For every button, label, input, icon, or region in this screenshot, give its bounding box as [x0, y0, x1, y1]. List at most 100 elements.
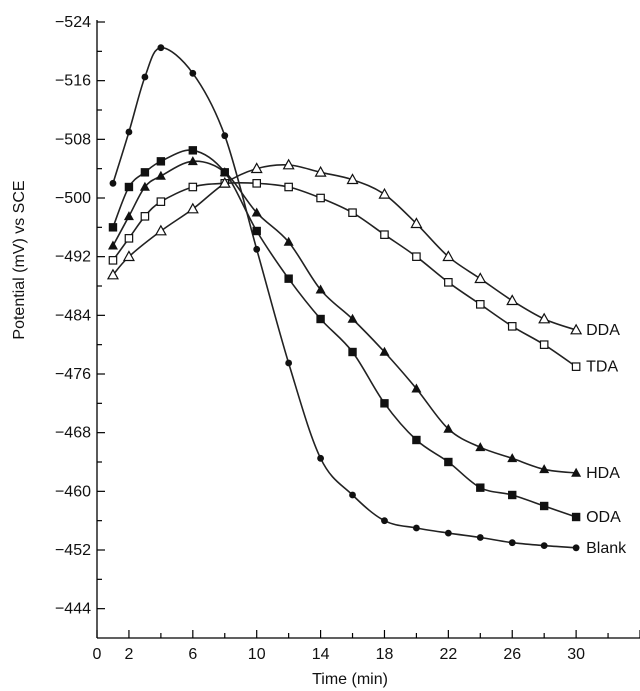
point-tda: [252, 179, 262, 188]
y-tick-label: −524: [55, 14, 91, 31]
point-blank: [109, 179, 117, 187]
point-oda: [140, 168, 150, 177]
point-blank: [285, 359, 293, 367]
point-dda: [154, 224, 167, 236]
y-tick-label: −452: [55, 542, 91, 559]
point-hda: [219, 167, 230, 177]
point-tda: [140, 212, 150, 221]
point-dda: [378, 187, 391, 199]
y-axis-title: Potential (mV) vs SCE: [11, 180, 28, 339]
point-oda: [476, 483, 485, 492]
x-tick-label: 6: [188, 646, 197, 663]
x-tick-label: 22: [439, 646, 457, 663]
point-oda: [571, 512, 581, 522]
point-tda: [380, 230, 389, 239]
point-hda: [139, 181, 150, 191]
curve-dda: [112, 164, 577, 331]
point-dda: [218, 176, 231, 188]
point-hda: [315, 284, 326, 294]
point-hda: [475, 442, 486, 452]
point-dda: [538, 312, 551, 324]
markers: [106, 44, 583, 552]
point-hda: [443, 423, 454, 433]
x-tick-label: 2: [124, 646, 133, 663]
point-blank: [413, 524, 420, 532]
point-oda: [539, 501, 549, 511]
point-blank: [572, 544, 580, 552]
point-oda: [284, 274, 293, 283]
curve-tda: [112, 182, 577, 368]
point-oda: [156, 157, 166, 166]
point-tda: [108, 256, 118, 265]
y-tick-label: −460: [55, 483, 91, 500]
point-tda: [188, 182, 198, 192]
point-blank: [381, 517, 388, 525]
point-hda: [411, 383, 422, 393]
x-axis-title: Time (min): [312, 671, 388, 688]
axes: −524 −516 −508 −500 −492 −484 −476 −468 −460 −452…: [55, 14, 640, 663]
point-oda: [316, 314, 325, 324]
point-oda: [188, 146, 198, 155]
point-hda: [571, 467, 582, 477]
point-dda: [474, 272, 487, 284]
point-hda: [107, 240, 118, 250]
x-tick-label: 14: [312, 646, 330, 663]
y-tick-label: −508: [55, 131, 91, 148]
point-oda: [348, 347, 357, 357]
series-label-dda: DDA: [586, 322, 620, 339]
point-blank: [157, 44, 165, 52]
point-blank: [253, 245, 261, 253]
point-blank: [317, 454, 324, 462]
point-tda: [348, 208, 357, 217]
x-tick-label: 30: [567, 646, 585, 663]
point-tda: [156, 197, 166, 206]
point-blank: [349, 491, 356, 499]
point-tda: [539, 340, 549, 349]
series-label-tda: TDA: [586, 359, 618, 376]
point-oda: [124, 182, 134, 192]
point-blank: [189, 69, 197, 77]
point-dda: [570, 323, 583, 335]
labels: Blank ODA HDA TDA DDA: [586, 322, 627, 557]
point-dda: [506, 294, 519, 306]
point-oda: [508, 490, 517, 500]
point-tda: [412, 252, 421, 261]
y-tick-label: −492: [55, 249, 91, 266]
point-oda: [444, 457, 453, 467]
point-hda: [123, 211, 134, 221]
series-label-hda: HDA: [586, 465, 620, 482]
point-oda: [412, 435, 421, 445]
point-blank: [221, 132, 229, 140]
point-blank: [141, 73, 149, 81]
point-dda: [122, 250, 135, 262]
point-hda: [283, 236, 294, 246]
x-tick-label: 10: [248, 646, 266, 663]
point-hda: [379, 346, 390, 356]
point-hda: [251, 207, 262, 217]
point-blank: [508, 539, 516, 547]
point-hda: [155, 170, 166, 180]
point-blank: [540, 542, 548, 549]
point-dda: [282, 158, 295, 170]
point-dda: [186, 202, 199, 214]
point-oda: [252, 226, 261, 236]
series-label-oda: ODA: [586, 509, 621, 526]
point-hda: [539, 464, 550, 474]
point-hda: [187, 156, 198, 166]
point-tda: [475, 300, 485, 309]
series-label-blank: Blank: [586, 540, 627, 557]
point-blank: [444, 529, 452, 537]
y-tick-label: −444: [55, 601, 91, 618]
x-tick-label: 26: [503, 646, 521, 663]
point-tda: [124, 234, 134, 243]
point-hda: [347, 313, 358, 323]
point-hda: [507, 453, 518, 463]
point-blank: [125, 128, 133, 136]
point-tda: [571, 362, 581, 371]
x-tick-label: 0: [93, 646, 102, 663]
curves: [112, 46, 577, 549]
point-tda: [316, 193, 325, 203]
y-tick-label: −516: [55, 73, 91, 90]
point-tda: [284, 182, 293, 192]
